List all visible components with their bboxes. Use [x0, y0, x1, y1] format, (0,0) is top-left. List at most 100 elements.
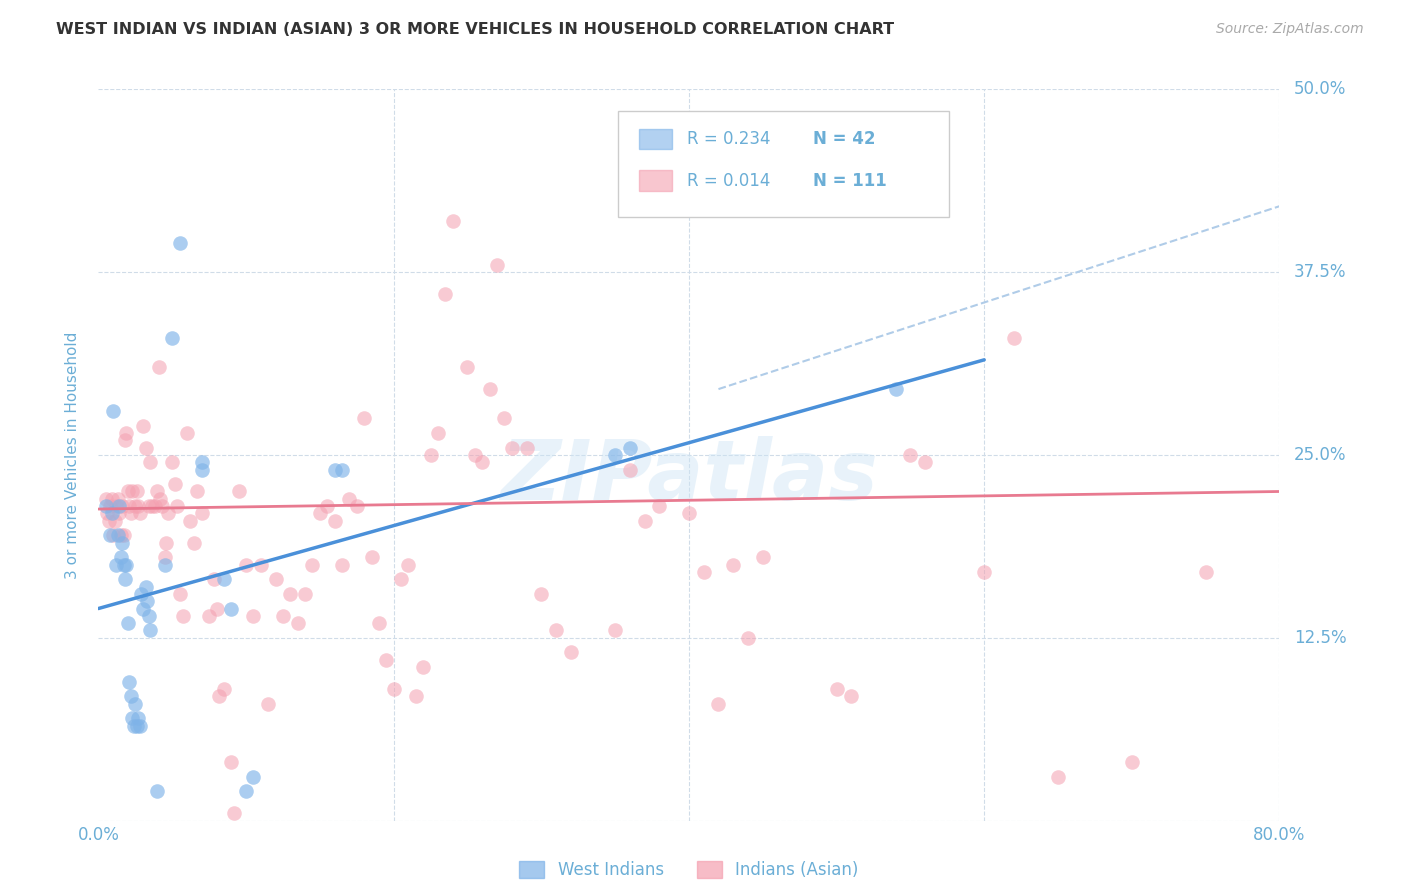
Point: [139, 624, 162, 638]
Point: [115, 558, 138, 572]
FancyBboxPatch shape: [640, 128, 672, 149]
Point: [129, 587, 152, 601]
Point: [191, 462, 214, 476]
Point: [117, 484, 139, 499]
Point: [486, 258, 509, 272]
Point: [127, 711, 149, 725]
Point: [165, 477, 187, 491]
Point: [118, 674, 141, 689]
Point: [337, 491, 360, 506]
Point: [118, 499, 141, 513]
Point: [544, 624, 567, 638]
Point: [389, 572, 412, 586]
Point: [162, 455, 183, 469]
Point: [382, 681, 405, 696]
Text: ZIPatlas: ZIPatlas: [501, 436, 877, 517]
Point: [751, 550, 773, 565]
Point: [264, 572, 287, 586]
Point: [648, 499, 671, 513]
Point: [143, 499, 166, 513]
Text: N = 111: N = 111: [813, 171, 887, 190]
Point: [1046, 770, 1069, 784]
Text: 25.0%: 25.0%: [1294, 446, 1346, 464]
Point: [107, 528, 129, 542]
Point: [176, 425, 198, 440]
FancyBboxPatch shape: [640, 170, 672, 191]
Point: [278, 587, 302, 601]
Point: [111, 535, 134, 549]
Point: [191, 455, 214, 469]
Point: [128, 718, 150, 732]
Point: [121, 484, 143, 499]
Point: [456, 360, 478, 375]
Point: [110, 528, 132, 542]
Point: [633, 514, 655, 528]
Point: [146, 484, 169, 499]
Point: [108, 499, 131, 513]
Point: [125, 484, 148, 499]
Point: [419, 448, 441, 462]
Point: [323, 514, 346, 528]
Point: [162, 331, 183, 345]
Point: [135, 441, 157, 455]
Point: [605, 624, 627, 638]
Point: [242, 608, 264, 623]
Point: [124, 499, 146, 513]
Text: WEST INDIAN VS INDIAN (ASIAN) 3 OR MORE VEHICLES IN HOUSEHOLD CORRELATION CHART: WEST INDIAN VS INDIAN (ASIAN) 3 OR MORE …: [56, 22, 894, 37]
Point: [139, 455, 162, 469]
Point: [122, 718, 145, 732]
Point: [111, 499, 134, 513]
Point: [235, 558, 257, 572]
Point: [183, 535, 205, 549]
Point: [530, 587, 553, 601]
Point: [110, 550, 132, 565]
Text: 50.0%: 50.0%: [1294, 80, 1346, 98]
Text: 12.5%: 12.5%: [1294, 629, 1347, 647]
Point: [228, 484, 250, 499]
Point: [153, 558, 176, 572]
Point: [127, 499, 149, 513]
Point: [108, 507, 131, 521]
Point: [368, 616, 391, 631]
Point: [839, 690, 862, 704]
Point: [271, 608, 294, 623]
Point: [186, 484, 208, 499]
Point: [169, 587, 191, 601]
Point: [287, 616, 309, 631]
Point: [515, 441, 537, 455]
Point: [191, 507, 214, 521]
Point: [257, 697, 280, 711]
Point: [501, 441, 523, 455]
Point: [97, 514, 120, 528]
Point: [112, 528, 135, 542]
Point: [219, 755, 242, 769]
Point: [693, 565, 716, 579]
Point: [605, 448, 627, 462]
Point: [148, 360, 170, 375]
Point: [94, 499, 117, 513]
Point: [434, 287, 457, 301]
Point: [100, 507, 122, 521]
Point: [396, 558, 419, 572]
Point: [150, 499, 173, 513]
Point: [678, 507, 700, 521]
Text: R = 0.014: R = 0.014: [686, 171, 770, 190]
Point: [179, 514, 201, 528]
Point: [973, 565, 995, 579]
Point: [135, 580, 157, 594]
Point: [707, 697, 730, 711]
Point: [1121, 755, 1143, 769]
Point: [166, 499, 188, 513]
Point: [250, 558, 273, 572]
Point: [112, 558, 135, 572]
Legend: West Indians, Indians (Asian): West Indians, Indians (Asian): [513, 854, 865, 886]
Y-axis label: 3 or more Vehicles in Household: 3 or more Vehicles in Household: [65, 331, 80, 579]
Point: [205, 601, 228, 615]
Text: R = 0.234: R = 0.234: [686, 130, 770, 148]
Text: 37.5%: 37.5%: [1294, 263, 1346, 281]
Point: [301, 558, 323, 572]
Point: [405, 690, 427, 704]
Point: [427, 425, 450, 440]
Point: [212, 572, 235, 586]
Point: [98, 528, 121, 542]
